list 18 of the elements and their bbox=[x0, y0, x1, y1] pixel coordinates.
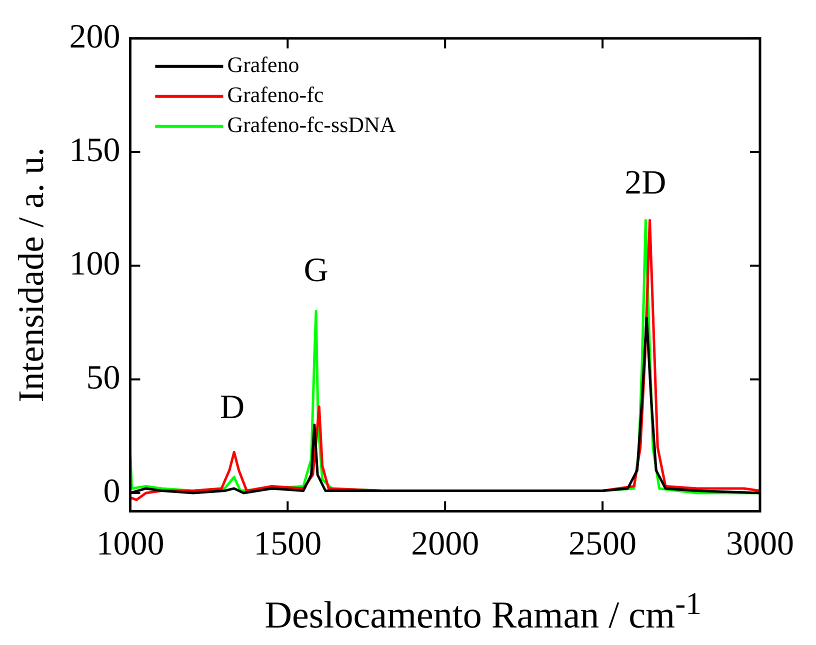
y-tick-label: 0 bbox=[103, 472, 120, 510]
x-tick-label: 2500 bbox=[568, 526, 637, 563]
legend-label: Grafeno-fc-ssDNA bbox=[227, 112, 396, 138]
x-tick-label: 3000 bbox=[726, 526, 794, 563]
legend-label: Grafeno bbox=[227, 52, 300, 78]
x-tick-label: 2000 bbox=[411, 526, 480, 563]
x-axis-title: Deslocamento Raman / cm$^{-1}$ bbox=[264, 585, 702, 639]
x-tick-label: 1500 bbox=[254, 526, 322, 563]
y-axis-title: Intensidade / a. u. bbox=[11, 147, 52, 402]
y-tick-label: 50 bbox=[86, 359, 120, 396]
y-tick-label: 150 bbox=[69, 132, 120, 169]
legend-label: Grafeno-fc bbox=[227, 82, 324, 108]
y-tick-label: 100 bbox=[69, 246, 120, 283]
y-tick-label: 200 bbox=[69, 18, 120, 56]
annotation: D bbox=[220, 389, 245, 426]
annotation: 2D bbox=[624, 164, 666, 202]
x-tick-label: 1000 bbox=[96, 526, 164, 563]
annotation: G bbox=[304, 252, 328, 289]
